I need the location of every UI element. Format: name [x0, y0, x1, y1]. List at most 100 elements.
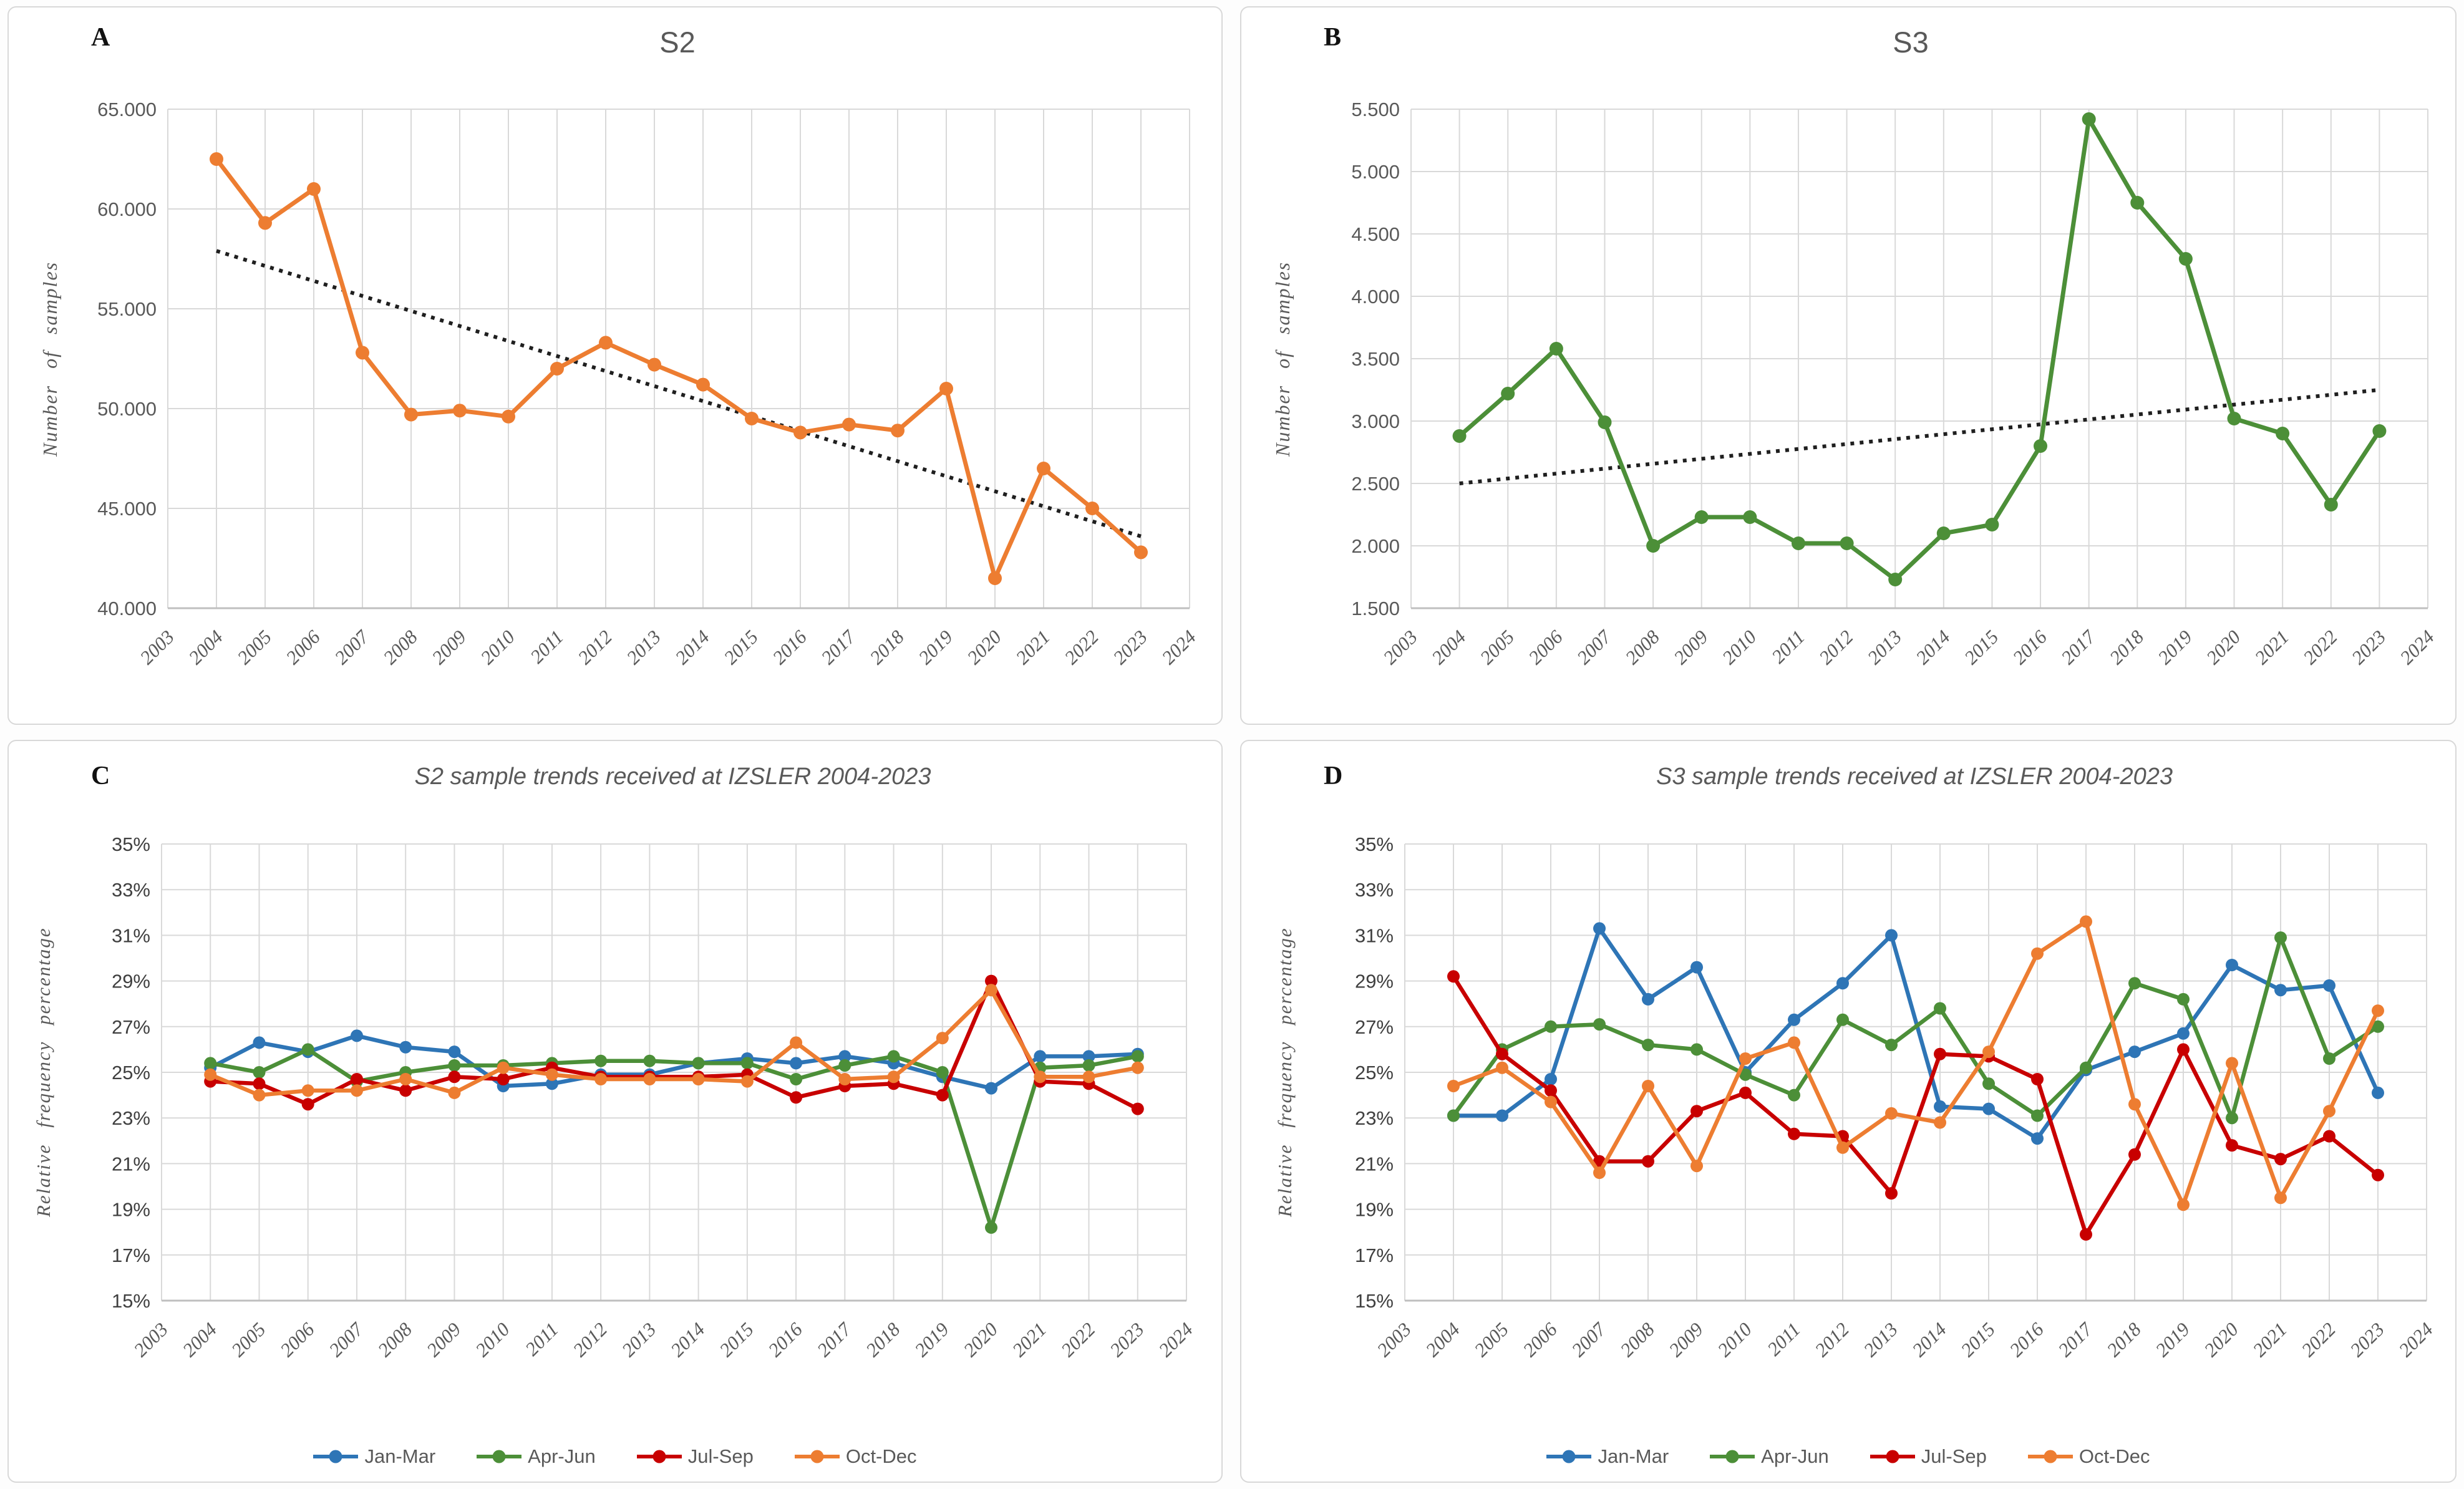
legend-label: Apr-Jun [528, 1445, 596, 1467]
x-tick-label: 2012 [1810, 1318, 1853, 1361]
x-tick-label: 2014 [1908, 1318, 1951, 1361]
legend-item-oct-dec: Oct-Dec [2027, 1445, 2150, 1468]
data-point-marker [936, 1066, 949, 1079]
panel-d-chart-canvas: 35%33%31%29%27%25%23%21%19%17%15%2003 200… [1355, 833, 2437, 1361]
data-point-marker [2226, 1112, 2238, 1125]
x-tick-label: 2018 [2105, 626, 2148, 669]
data-point-marker [1593, 1018, 1606, 1031]
x-tick-label: 2023 [2345, 1318, 2389, 1361]
x-tick-label: 2023 [1108, 626, 1152, 669]
legend-label: Oct-Dec [845, 1445, 917, 1467]
legend-marker-icon [794, 1450, 840, 1463]
data-point-marker [790, 1091, 803, 1104]
data-point-marker [1501, 387, 1515, 400]
data-point-marker [399, 1084, 412, 1097]
x-tick-label: 2020 [2200, 1318, 2243, 1361]
data-point-marker [1545, 1073, 1557, 1085]
data-point-marker [1836, 1013, 1849, 1026]
data-point-marker [2226, 1139, 2238, 1152]
x-tick-label: 2003 [135, 626, 178, 669]
data-point-marker [2372, 424, 2387, 438]
data-point-marker [1034, 1050, 1047, 1063]
data-point-marker [2274, 984, 2287, 997]
data-point-marker [1037, 462, 1050, 475]
data-point-marker [1788, 1013, 1800, 1026]
x-tick-label: 2022 [2297, 1318, 2340, 1361]
y-tick-label: 19% [1355, 1199, 1394, 1221]
data-point-marker [1082, 1050, 1095, 1063]
x-tick-label: 2016 [768, 626, 811, 669]
legend-item-jan-mar: Jan-Mar [1546, 1445, 1669, 1468]
data-point-marker [1836, 1141, 1849, 1154]
data-point-marker [2178, 252, 2193, 266]
x-tick-label: 2020 [2202, 626, 2245, 669]
y-tick-label: 31% [112, 924, 150, 946]
data-point-marker [2034, 439, 2047, 453]
x-tick-label: 2010 [476, 626, 519, 669]
panel-d-letter: D [1324, 762, 1343, 790]
data-point-marker [550, 362, 564, 376]
x-tick-label: 2020 [959, 1318, 1002, 1361]
x-tick-label: 2017 [2054, 1317, 2097, 1361]
x-tick-label: 2003 [1379, 626, 1422, 669]
data-point-marker [1496, 1047, 1508, 1060]
data-point-marker [1888, 573, 1903, 586]
x-tick-label: 2009 [427, 626, 470, 669]
data-point-marker [301, 1098, 314, 1111]
y-tick-label: 15% [1355, 1290, 1394, 1312]
x-tick-label: 2016 [2005, 1318, 2048, 1361]
x-tick-label: 2007 [1573, 625, 1616, 669]
x-tick-label: 2015 [719, 626, 762, 669]
data-point-marker [2080, 915, 2092, 928]
data-point-marker [2177, 1043, 2190, 1056]
legend-item-jul-sep: Jul-Sep [636, 1445, 754, 1468]
data-point-marker [1134, 545, 1148, 560]
legend-item-apr-jun: Apr-Jun [1710, 1445, 1829, 1468]
data-point-marker [2372, 1086, 2384, 1099]
data-point-marker [2130, 196, 2145, 210]
data-point-marker [2031, 1109, 2044, 1122]
series-line-oct-dec [1451, 919, 2380, 1207]
data-point-marker [545, 1077, 558, 1090]
data-point-marker [745, 412, 759, 425]
legend-marker-icon [2027, 1450, 2073, 1463]
x-tick-label: 2005 [233, 626, 276, 669]
data-point-marker [643, 1073, 656, 1085]
data-point-marker [1598, 415, 1612, 429]
data-point-marker [2274, 931, 2287, 944]
x-tick-label: 2011 [521, 1318, 563, 1360]
data-point-marker [204, 1068, 217, 1081]
panel-d-chart-title: S3 sample trends received at IZSLER 2004… [1656, 764, 2173, 790]
data-point-marker [448, 1059, 461, 1072]
x-tick-label: 2018 [861, 1318, 905, 1361]
x-tick-label: 2024 [1154, 1318, 1197, 1361]
data-point-marker [453, 404, 467, 418]
x-tick-label: 2022 [1057, 1318, 1100, 1361]
data-point-marker [1982, 1102, 1995, 1115]
data-point-marker [1885, 1187, 1898, 1200]
data-point-marker [1646, 539, 1661, 553]
legend-marker-icon [1710, 1450, 1755, 1463]
data-point-marker [887, 1070, 900, 1084]
x-tick-label: 2014 [671, 626, 714, 669]
y-tick-label: 40.000 [97, 598, 157, 619]
data-point-marker [1885, 929, 1898, 942]
panel-b-chart-title: S3 [1893, 26, 1929, 59]
y-tick-label: 23% [1355, 1107, 1394, 1129]
legend-label: Oct-Dec [2078, 1445, 2150, 1467]
data-point-marker [1496, 1109, 1508, 1122]
x-tick-label: 2006 [1524, 626, 1567, 669]
data-point-marker [448, 1070, 461, 1084]
series-line-s3 [1457, 117, 2382, 582]
x-tick-label: 2010 [1718, 626, 1761, 669]
data-point-marker [1085, 502, 1099, 515]
data-point-marker [253, 1066, 266, 1079]
x-tick-label: 2015 [1960, 626, 2003, 669]
data-point-marker [692, 1073, 705, 1085]
x-tick-label: 2012 [573, 626, 616, 669]
data-point-marker [2177, 992, 2190, 1006]
y-tick-label: 27% [1355, 1016, 1394, 1038]
x-tick-label: 2013 [622, 626, 665, 669]
x-tick-label: 2021 [1011, 626, 1054, 669]
series-line-jan-mar [1451, 926, 2380, 1141]
